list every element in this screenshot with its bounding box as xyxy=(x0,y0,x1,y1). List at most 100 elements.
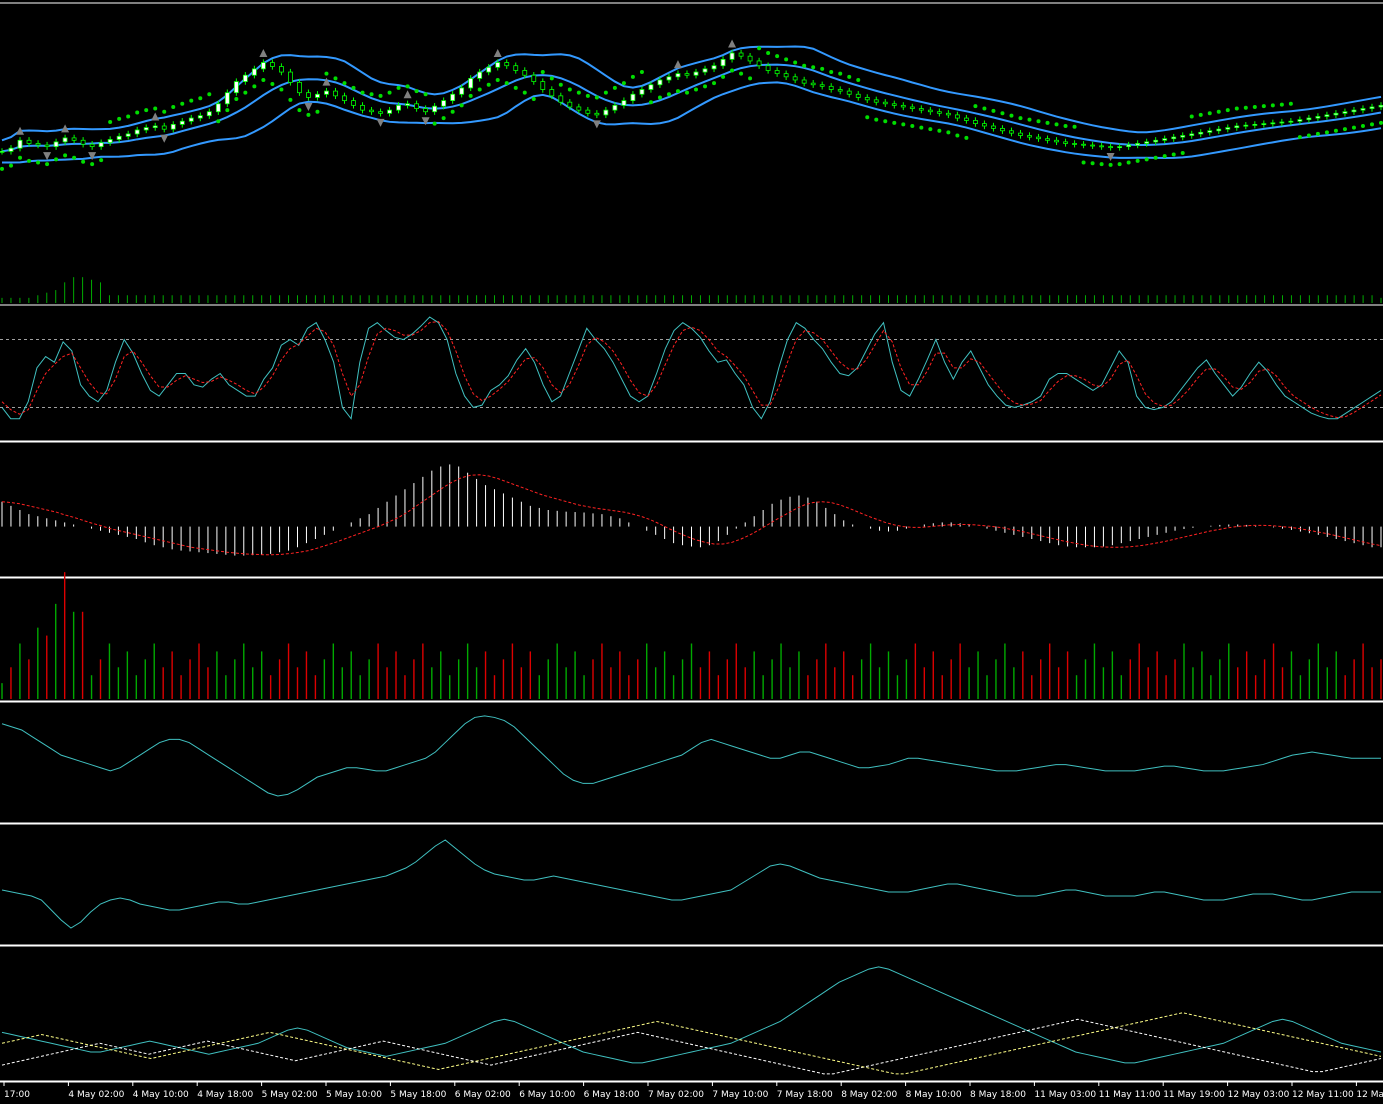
time-axis-label: 6 May 02:00 xyxy=(455,1090,511,1100)
candle-body xyxy=(143,127,149,131)
candle-body xyxy=(152,125,158,128)
fractal-down-marker xyxy=(304,102,313,111)
time-axis-label: 8 May 10:00 xyxy=(906,1090,962,1100)
time-axis-label: 5 May 10:00 xyxy=(326,1090,382,1100)
sar-dot xyxy=(297,108,302,113)
candle-body xyxy=(531,74,537,82)
candle-body xyxy=(450,93,456,102)
candle-body xyxy=(648,84,654,90)
candle-body xyxy=(1198,131,1204,135)
candle-body xyxy=(269,62,275,67)
candle-body xyxy=(405,103,410,106)
candle-body xyxy=(909,106,915,109)
sar-dot xyxy=(675,89,680,94)
candle-body xyxy=(702,68,708,73)
candle-body xyxy=(1081,143,1086,146)
candle-body xyxy=(594,112,600,116)
sar-dot xyxy=(513,85,518,90)
sar-dot xyxy=(396,85,401,90)
candle-body xyxy=(576,106,582,111)
sar-dot xyxy=(1243,105,1248,110)
fractal-down-marker xyxy=(160,134,169,143)
sar-dot xyxy=(0,166,4,171)
sar-dot xyxy=(1252,104,1257,109)
time-axis-label: 11 May 11:00 xyxy=(1099,1090,1161,1100)
indicator-panels xyxy=(0,2,1383,1082)
sar-dot xyxy=(1351,125,1356,130)
candle-body xyxy=(125,133,131,137)
candle-body xyxy=(846,90,852,95)
macd-signal-line xyxy=(1,474,1382,556)
candle-body xyxy=(612,104,618,111)
candle-body xyxy=(991,125,996,129)
sar-dot xyxy=(1009,113,1014,118)
candle-body xyxy=(1144,141,1150,144)
candle-body xyxy=(973,120,978,125)
candle-body xyxy=(116,135,122,140)
candle-body xyxy=(107,139,113,144)
sar-dot xyxy=(567,87,572,92)
time-axis-label: 12 May 03:00 xyxy=(1228,1090,1290,1100)
stochastic-main-line xyxy=(1,316,1382,420)
sar-dot xyxy=(72,155,77,160)
sar-dot xyxy=(612,85,617,90)
multi-cyan-line xyxy=(1,966,1382,1064)
candle-body xyxy=(1360,108,1366,111)
sar-dot xyxy=(468,93,473,98)
candle-body xyxy=(423,108,429,113)
candle-body xyxy=(432,105,438,113)
sar-dot xyxy=(1315,131,1320,136)
bollinger-band-line xyxy=(2,81,1382,164)
sar-dot xyxy=(558,82,563,87)
sar-dot xyxy=(486,82,491,87)
candle-body xyxy=(1342,111,1348,114)
candle-body xyxy=(1207,130,1213,133)
candle-body xyxy=(80,139,86,145)
sar-dot xyxy=(1189,114,1194,119)
sar-dot xyxy=(360,90,365,95)
sar-dot xyxy=(838,71,843,76)
candle-body xyxy=(1234,125,1240,128)
sar-dot xyxy=(603,90,608,95)
sar-dot xyxy=(946,130,951,135)
time-axis-label: 6 May 18:00 xyxy=(584,1090,640,1100)
sar-dot xyxy=(531,97,536,102)
candle-body xyxy=(1333,112,1339,116)
candle-body xyxy=(315,93,320,98)
sar-dot xyxy=(1135,158,1140,163)
sar-dot xyxy=(1288,101,1293,106)
candle-body xyxy=(675,73,681,78)
sar-dot xyxy=(306,112,311,117)
candle-body xyxy=(693,71,699,76)
sar-dot xyxy=(1099,162,1104,167)
candle-body xyxy=(1324,114,1330,117)
candle-body xyxy=(1162,138,1168,141)
candle-body xyxy=(1270,122,1276,125)
candle-body xyxy=(720,58,726,67)
sar-dot xyxy=(576,90,581,95)
candle-body xyxy=(855,93,861,98)
candle-body xyxy=(1306,117,1312,121)
candle-body xyxy=(765,65,771,71)
sar-dot xyxy=(18,155,23,160)
candle-body xyxy=(756,60,762,67)
candle-body xyxy=(1135,143,1141,146)
sar-dot xyxy=(144,108,149,113)
sar-dot xyxy=(1297,135,1302,140)
sar-dot xyxy=(955,133,960,138)
candle-body xyxy=(1036,136,1041,140)
candle-body xyxy=(1288,120,1294,123)
candle-body xyxy=(792,76,798,81)
candle-body xyxy=(414,103,420,109)
sar-dot xyxy=(243,90,248,95)
candle-body xyxy=(17,139,23,149)
candle-body xyxy=(982,123,987,127)
candle-body xyxy=(297,81,302,94)
candle-body xyxy=(864,97,870,101)
fractal-down-marker xyxy=(1106,152,1115,161)
candle-body xyxy=(242,74,248,82)
sar-dot xyxy=(1234,106,1239,111)
candle-body xyxy=(161,125,167,130)
time-axis-label: 12 May 19:00 xyxy=(1356,1090,1383,1100)
